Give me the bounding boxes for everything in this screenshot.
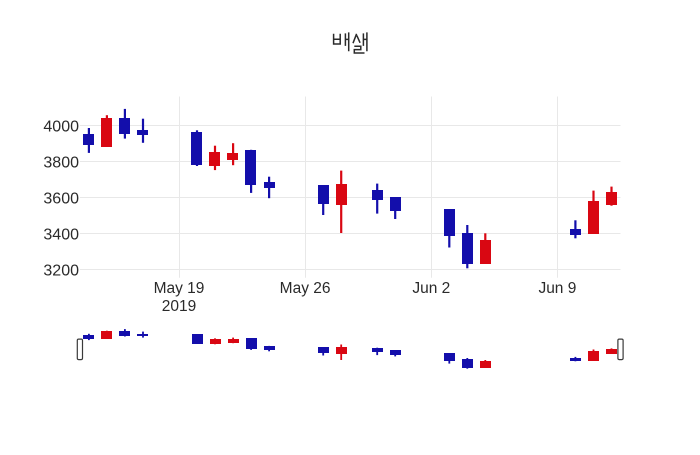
svg-text:May 19: May 19	[154, 280, 205, 297]
svg-text:Jun 9: Jun 9	[538, 280, 576, 297]
svg-text:3400: 3400	[43, 226, 79, 243]
svg-text:3200: 3200	[43, 262, 79, 279]
svg-text:4000: 4000	[43, 118, 79, 135]
svg-text:2019: 2019	[162, 298, 196, 315]
svg-text:Jun 2: Jun 2	[412, 280, 450, 297]
svg-text:May 26: May 26	[280, 280, 331, 297]
svg-text:3800: 3800	[43, 154, 79, 171]
svg-text:3600: 3600	[43, 190, 79, 207]
